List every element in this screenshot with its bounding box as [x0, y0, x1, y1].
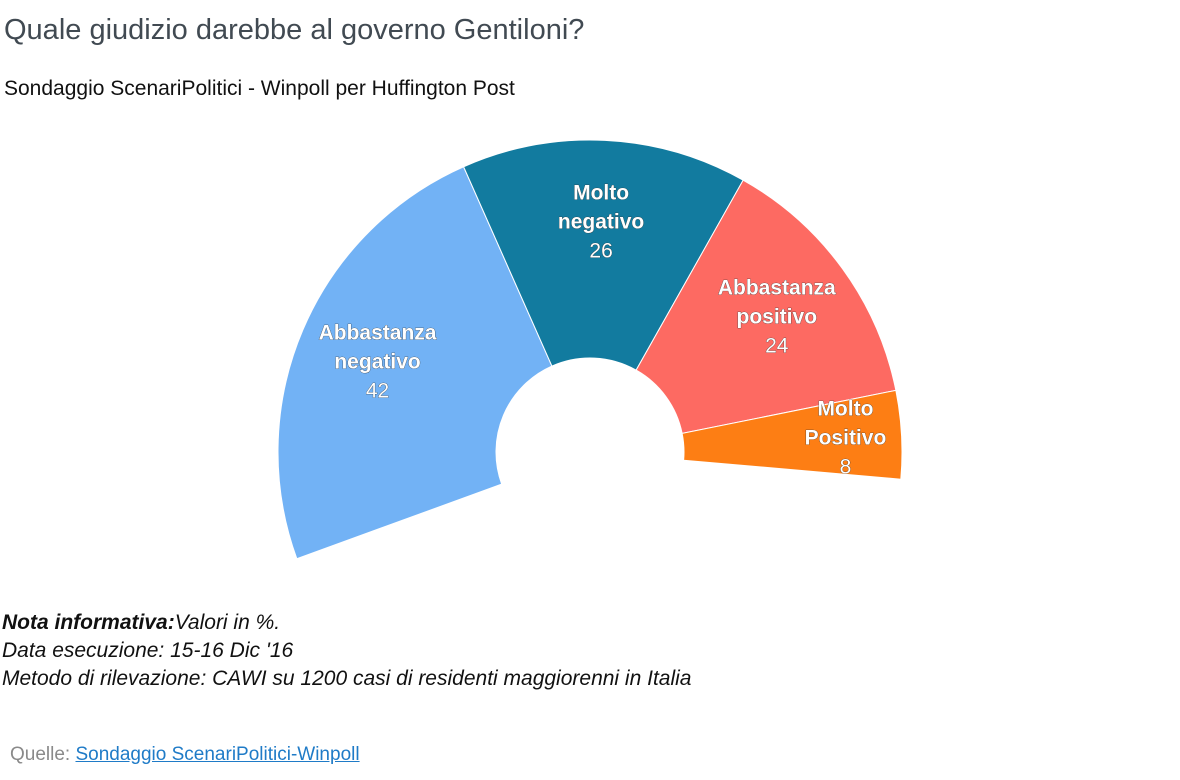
- slice-0[interactable]: [277, 166, 553, 560]
- note-text: Valori in %.: [174, 611, 281, 634]
- slice-name-line: negativo: [334, 351, 420, 374]
- slice-name-line: Molto: [573, 181, 629, 204]
- slice-2[interactable]: [635, 179, 897, 435]
- source-line: Quelle: Sondaggio ScenariPolitici-Winpol…: [10, 744, 360, 766]
- slice-label-0: Abbastanza negativo 42: [319, 322, 437, 403]
- slice-name-line: positivo: [737, 305, 818, 328]
- slice-name-line: Molto: [817, 398, 873, 421]
- slice-value: 42: [366, 380, 389, 403]
- notes-block: Nota informativa:Valori in %. Data esecu…: [2, 609, 691, 693]
- slice-name-line: Abbastanza: [718, 276, 836, 299]
- slice-name-line: Abbastanza: [319, 322, 437, 345]
- slice-label-1: Molto negativo 26: [558, 181, 644, 262]
- slice-name-line: Positivo: [805, 427, 887, 450]
- slice-value: 26: [589, 239, 612, 262]
- note-line-1: Nota informativa:Valori in %.: [2, 609, 691, 637]
- note-label: Nota informativa:: [2, 611, 175, 634]
- half-donut-chart: Abbastanza negativo 42 Molto negativo 26 Abbas…: [277, 139, 903, 560]
- note-line-3: Metodo di rilevazione: CAWI su 1200 casi…: [2, 667, 692, 690]
- labels-group: Abbastanza negativo 42 Molto negativo 26 Abbas…: [318, 181, 887, 479]
- slice-1[interactable]: [462, 139, 744, 371]
- chart-subtitle: Sondaggio ScenariPolitici - Winpoll per …: [4, 77, 515, 100]
- slice-label-2: Abbastanza positivo 24: [718, 276, 836, 357]
- slice-label-3: Molto Positivo 8: [805, 398, 887, 479]
- note-line-2: Data esecuzione: 15-16 Dic '16: [2, 639, 294, 662]
- slice-name-line: negativo: [558, 210, 644, 233]
- slice-3[interactable]: [681, 389, 903, 480]
- slices-group: [277, 139, 903, 560]
- slice-value: 24: [765, 334, 789, 357]
- slice-value: 8: [840, 456, 852, 479]
- source-label: Quelle:: [10, 744, 71, 765]
- chart-title: Quale giudizio darebbe al governo Gentil…: [4, 14, 585, 46]
- source-link[interactable]: Sondaggio ScenariPolitici-Winpoll: [75, 744, 360, 765]
